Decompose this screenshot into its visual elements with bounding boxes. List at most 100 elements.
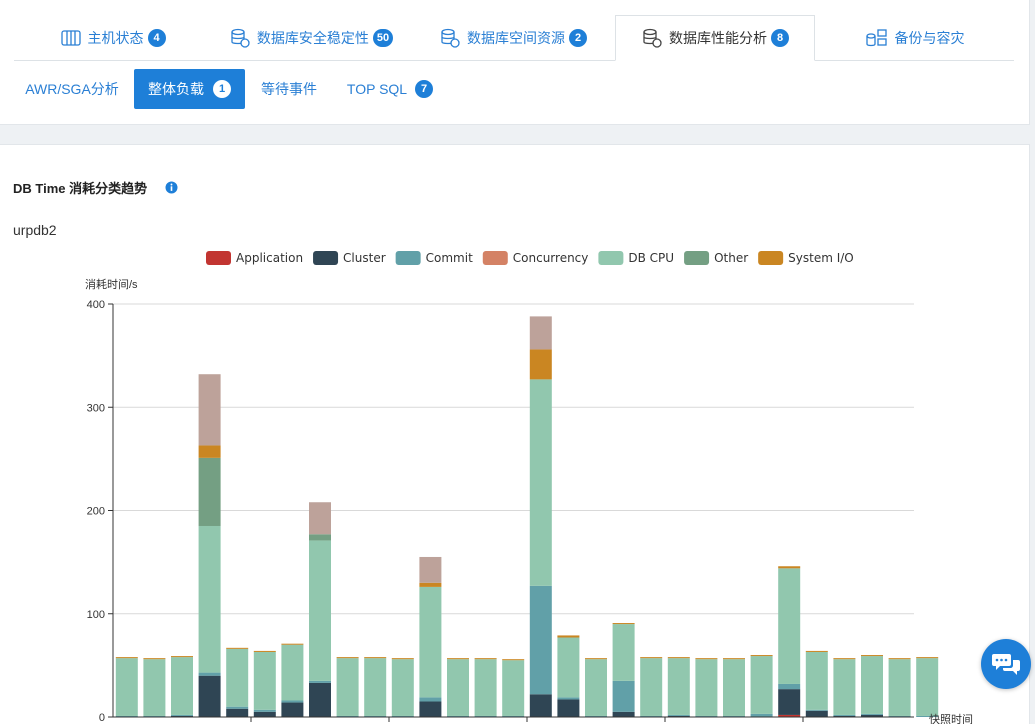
legend-label: Other xyxy=(714,251,748,265)
bar-segment-commit xyxy=(253,709,276,712)
legend-label: Application xyxy=(236,251,303,265)
legend-label: System I/O xyxy=(788,251,854,265)
bar-segment-db-cpu xyxy=(916,658,939,716)
bar-segment-commit xyxy=(447,715,469,717)
y-tick-label: 0 xyxy=(99,712,105,724)
bar-segment-commit xyxy=(502,715,525,717)
subtab-label: AWR/SGA分析 xyxy=(25,81,119,97)
chat-support-button[interactable] xyxy=(981,639,1031,689)
bar-segment-db-cpu xyxy=(612,624,635,681)
bar-segment-system-i-o xyxy=(667,657,690,659)
bar-segment-commit xyxy=(281,700,304,703)
bar-segment-system-i-o xyxy=(861,655,883,657)
bar-segment-commit xyxy=(750,713,773,717)
bar-segment-cluster xyxy=(861,714,883,717)
info-icon[interactable] xyxy=(165,181,178,194)
bar-segment-cluster xyxy=(281,702,304,717)
bar-segment-commit xyxy=(612,680,635,712)
bar-segment-db-cpu xyxy=(585,659,607,716)
bar-segment-commit xyxy=(309,680,331,683)
bar-segment-commit xyxy=(557,697,580,700)
bar-segment-cluster xyxy=(226,708,249,717)
bar-segment-cluster xyxy=(557,699,580,717)
bar-segment-other xyxy=(309,534,331,541)
chart-legend: Application Cluster Commit Concurrency DB CP… xyxy=(206,251,854,265)
tab-badge: 50 xyxy=(372,28,394,47)
bar-segment-system-i-o xyxy=(198,445,221,458)
chart-bars xyxy=(115,316,939,717)
tab-database-performance[interactable]: 数据库性能分析 8 xyxy=(615,15,815,61)
bar-segment-db-cpu xyxy=(888,659,911,716)
bar-segment-db-cpu xyxy=(309,540,331,681)
tab-database-security[interactable]: 数据库安全稳定性 50 xyxy=(211,15,411,60)
bar-segment-db-cpu xyxy=(198,525,221,673)
section-title: DB Time 消耗分类趋势 xyxy=(13,178,178,197)
chart-panel: DB Time 消耗分类趋势 urpdb2 Application Cluster… xyxy=(0,144,1030,724)
bar-segment-unlabeled xyxy=(529,316,552,350)
legend-swatch xyxy=(206,251,231,265)
tab-label: 备份与容灾 xyxy=(894,29,965,46)
bar-segment-cluster xyxy=(198,675,221,717)
database-name: urpdb2 xyxy=(13,222,57,238)
bar-segment-commit xyxy=(143,715,166,717)
subtab-top-sql[interactable]: TOP SQL 7 xyxy=(340,69,440,109)
bar-segment-system-i-o xyxy=(916,657,939,659)
bar-segment-db-cpu xyxy=(171,657,193,715)
bar-segment-system-i-o xyxy=(115,657,138,659)
tab-label: 数据库性能分析 xyxy=(669,30,767,46)
bar-segment-commit xyxy=(474,715,497,717)
tab-host-status[interactable]: 主机状态 4 xyxy=(14,15,211,60)
legend-swatch xyxy=(758,251,784,265)
bar-segment-system-i-o xyxy=(171,656,193,658)
bar-segment-system-i-o xyxy=(391,658,414,660)
main-tabs: 主机状态 4 数据库安全稳定性 50 数据库空间资源 2 xyxy=(14,15,1014,61)
bar-segment-system-i-o xyxy=(805,650,828,652)
tab-label: 数据库空间资源 xyxy=(467,29,565,46)
chat-bubbles-icon xyxy=(992,654,1020,675)
database-shield-icon xyxy=(231,28,250,48)
bar-segment-commit xyxy=(916,715,939,717)
bar-segment-commit xyxy=(861,713,883,715)
top-navigation-panel: 主机状态 4 数据库安全稳定性 50 数据库空间资源 2 xyxy=(0,0,1030,125)
bar-segment-cluster xyxy=(612,711,635,717)
bar-segment-db-cpu xyxy=(226,648,249,707)
bar-segment-system-i-o xyxy=(778,566,801,569)
bar-segment-commit xyxy=(115,715,138,717)
tab-label: 数据库安全稳定性 xyxy=(256,29,369,46)
bar-segment-commit xyxy=(723,715,745,717)
subtab-awr-sga[interactable]: AWR/SGA分析 xyxy=(14,69,130,109)
tab-database-space[interactable]: 数据库空间资源 2 xyxy=(411,15,615,60)
bar-segment-db-cpu xyxy=(529,379,552,586)
subtab-overall-load[interactable]: 整体负载 1 xyxy=(134,69,245,109)
bar-segment-commit xyxy=(888,715,911,717)
tab-backup[interactable]: 备份与容灾 xyxy=(815,15,1014,60)
legend-swatch xyxy=(598,251,624,265)
bar-segment-db-cpu xyxy=(667,658,690,715)
subtab-label: TOP SQL xyxy=(346,81,408,97)
bar-segment-system-i-o xyxy=(529,349,552,380)
legend-label: Concurrency xyxy=(513,251,589,265)
bar-segment-system-i-o xyxy=(281,643,304,645)
bar-segment-system-i-o xyxy=(640,657,663,659)
bar-segment-commit xyxy=(805,709,828,711)
sub-tabs: AWR/SGA分析 整体负载 1 等待事件 TOP SQL 7 xyxy=(14,69,714,109)
bar-segment-unlabeled xyxy=(198,374,221,446)
bar-segment-cluster xyxy=(253,711,276,717)
bar-segment-system-i-o xyxy=(612,623,635,625)
bar-segment-db-cpu xyxy=(281,644,304,701)
bar-segment-commit xyxy=(364,715,387,717)
bar-segment-db-cpu xyxy=(253,651,276,710)
subtab-wait-events[interactable]: 等待事件 xyxy=(252,69,326,109)
y-tick-label: 100 xyxy=(87,609,105,621)
bar-segment-cluster xyxy=(419,701,442,717)
bar-segment-commit xyxy=(667,714,690,716)
bar-segment-db-cpu xyxy=(336,658,359,716)
bar-segment-db-cpu xyxy=(557,637,580,698)
tab-label: 主机状态 xyxy=(87,29,144,46)
bar-segment-cluster xyxy=(529,694,552,717)
y-tick-label: 200 xyxy=(87,506,105,518)
database-storage-icon xyxy=(441,28,460,48)
bar-segment-commit xyxy=(529,585,552,695)
bar-segment-application xyxy=(778,714,801,717)
bar-segment-db-cpu xyxy=(778,568,801,684)
